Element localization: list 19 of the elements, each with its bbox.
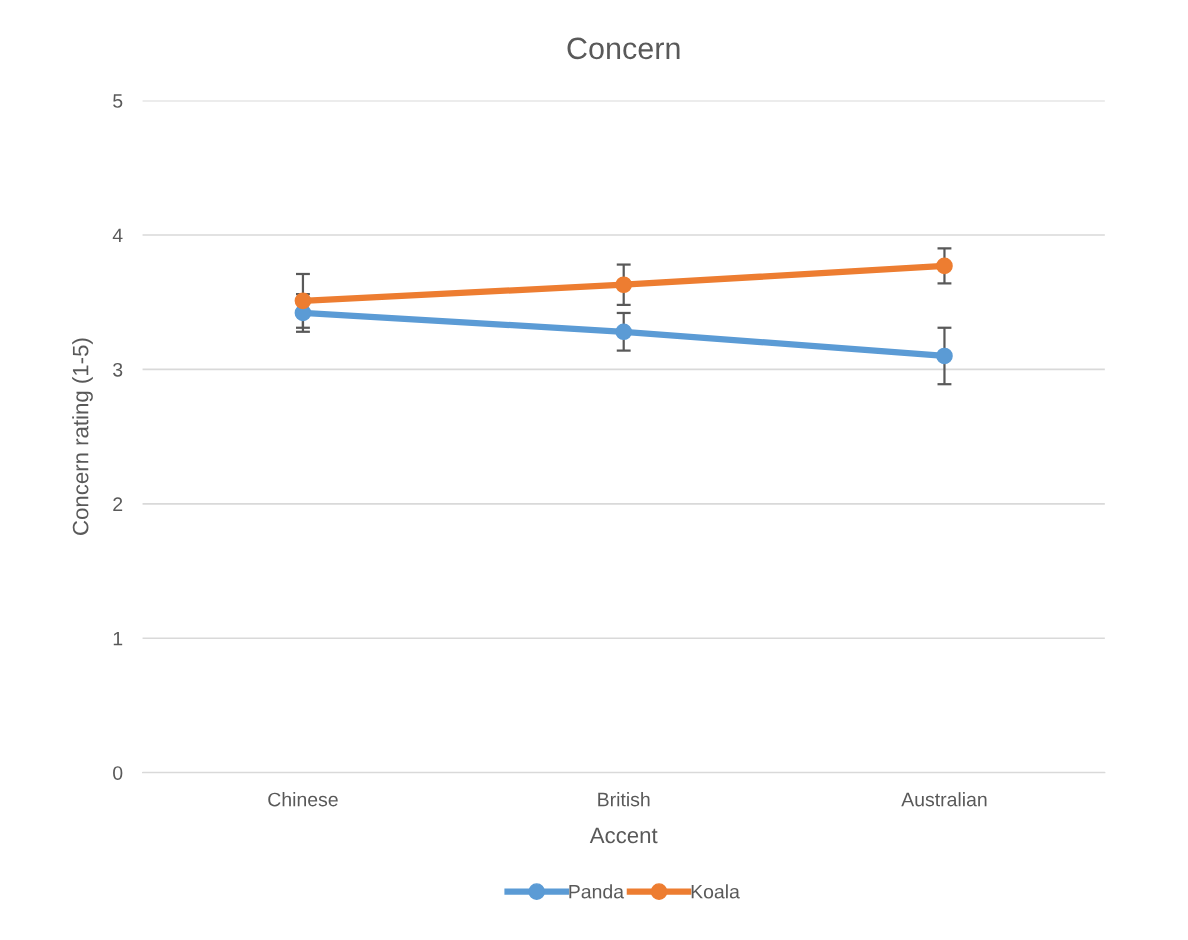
legend-label: Panda — [569, 884, 625, 899]
point — [936, 257, 953, 275]
x-tick-label: Australian — [901, 792, 987, 807]
y-tick-label: 4 — [112, 228, 123, 243]
y-tick-label: 5 — [113, 94, 123, 108]
chart-title: Concern — [567, 37, 680, 60]
y-tick-label: 3 — [113, 362, 123, 377]
y-tick-label: 0 — [113, 766, 123, 780]
point — [294, 292, 312, 310]
point — [936, 347, 953, 365]
y-axis-title: Concern rating (1-5) — [72, 338, 93, 535]
point — [615, 323, 633, 341]
x-tick-label: British — [598, 792, 650, 807]
y-tick-label: 2 — [113, 497, 123, 511]
point — [615, 276, 633, 294]
y-tick-label: 1 — [113, 631, 123, 646]
x-axis-title: Accent — [589, 827, 658, 844]
legend-label: Koala — [691, 884, 740, 899]
x-tick-label: Chinese — [268, 792, 338, 807]
